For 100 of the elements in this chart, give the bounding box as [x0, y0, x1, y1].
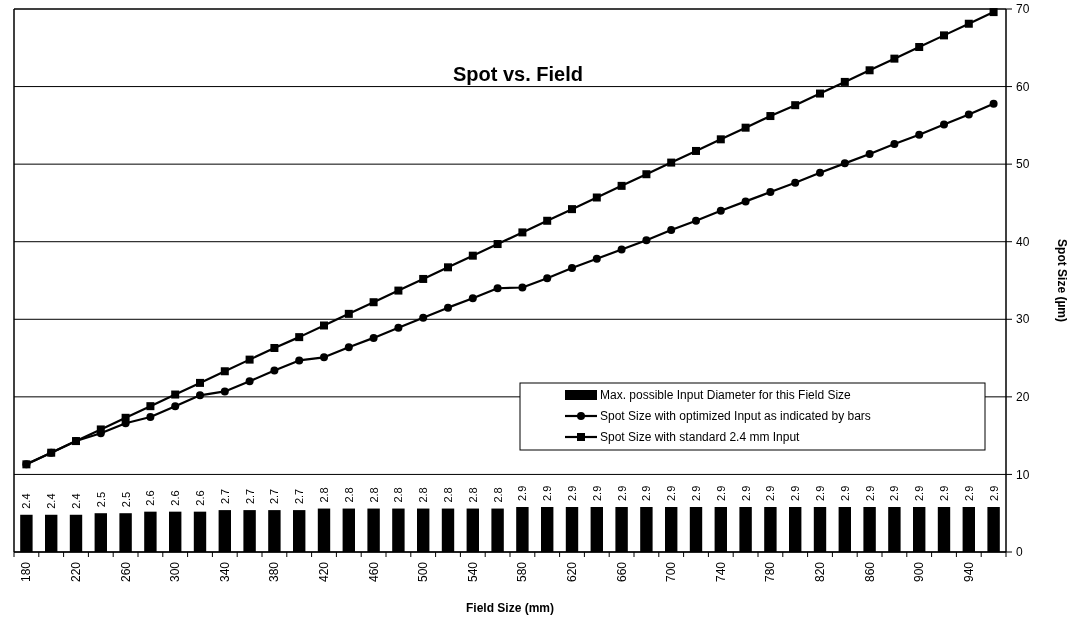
point: [989, 8, 998, 17]
x-tick-label: 460: [366, 561, 381, 583]
data-label: 2.5: [94, 491, 107, 508]
point: [865, 150, 874, 159]
y-tick-label: 40: [1016, 234, 1030, 249]
y-tick-label: 0: [1016, 545, 1023, 560]
point: [171, 402, 180, 411]
point: [692, 216, 700, 225]
data-label: 2.8: [318, 487, 330, 503]
data-label: 2.8: [491, 487, 504, 503]
data-label: 2.9: [714, 485, 727, 502]
point: [295, 333, 304, 342]
data-label: 2.9: [665, 485, 678, 502]
data-label: 2.9: [938, 485, 950, 502]
point: [617, 181, 626, 190]
x-tick-label: 900: [912, 561, 927, 583]
point: [543, 216, 552, 225]
x-tick-label: 540: [465, 561, 480, 583]
data-label: 2.9: [764, 485, 777, 502]
point: [220, 367, 229, 376]
point: [840, 77, 849, 86]
point: [344, 309, 353, 318]
data-label: 2.4: [20, 493, 33, 509]
legend-label: Spot Size with standard 2.4 mm Input: [600, 430, 801, 445]
point: [468, 294, 477, 303]
point: [196, 378, 204, 387]
point: [642, 236, 651, 245]
point: [989, 99, 998, 108]
point: [890, 139, 899, 148]
x-tick-label: 940: [961, 561, 976, 583]
point: [369, 333, 378, 342]
point: [667, 226, 676, 235]
x-tick-label: 740: [713, 561, 728, 583]
point: [394, 286, 403, 295]
point: [816, 89, 824, 98]
x-tick-label: 780: [763, 561, 778, 583]
point: [220, 387, 229, 396]
data-label: 2.9: [690, 485, 702, 502]
text: Spot vs. Field: [452, 63, 584, 85]
point: [518, 283, 527, 292]
data-label: 2.8: [342, 487, 355, 503]
point: [791, 101, 800, 110]
point: [96, 425, 105, 434]
point: [245, 377, 254, 386]
point: [716, 206, 725, 215]
point: [171, 390, 180, 399]
y-tick-label: 10: [1016, 467, 1030, 482]
point: [444, 303, 452, 312]
y-axis-title: Spot Size (µm): [1055, 239, 1069, 322]
data-label: 2.9: [962, 485, 975, 502]
point: [940, 31, 948, 40]
point: [568, 264, 576, 273]
x-axis-title: Field Size (mm): [465, 601, 555, 615]
data-label: 2.9: [640, 485, 653, 502]
point: [741, 123, 750, 132]
data-label: 2.9: [541, 485, 554, 502]
point: [840, 159, 849, 168]
x-tick-label: 820: [813, 561, 827, 583]
x-tick-label: 700: [664, 561, 679, 583]
data-label: 2.9: [566, 485, 578, 502]
point: [270, 366, 279, 375]
point: [915, 130, 924, 139]
point: [369, 298, 378, 307]
legend-label: Max. possible Input Diameter for this Field Size: [600, 388, 852, 403]
point: [320, 353, 328, 362]
x-tick-label: 180: [19, 561, 34, 583]
x-tick-label: 340: [217, 561, 232, 583]
point: [816, 168, 824, 177]
point: [245, 355, 254, 364]
point: [915, 43, 924, 52]
data-label: 2.9: [615, 485, 628, 502]
point: [394, 323, 403, 332]
point: [72, 437, 80, 446]
y-tick-label: 70: [1016, 2, 1030, 17]
point: [468, 251, 477, 260]
point: [964, 110, 973, 119]
point: [320, 321, 328, 330]
point: [592, 193, 601, 202]
y-tick-label: 20: [1016, 390, 1030, 405]
data-label: 2.9: [913, 485, 926, 502]
point: [865, 66, 874, 75]
point: [493, 240, 502, 249]
point: [543, 274, 552, 283]
x-tick-label: 500: [416, 561, 431, 583]
y-tick-label: 50: [1016, 157, 1030, 172]
data-label: 2.6: [194, 490, 206, 506]
point: [766, 188, 775, 197]
data-label: 2.6: [169, 490, 182, 506]
y-tick-label: 60: [1016, 79, 1030, 94]
point: [295, 356, 304, 365]
point: [692, 146, 700, 155]
point: [766, 112, 775, 121]
x-tick-label: 220: [69, 561, 83, 583]
x-tick-label: 300: [168, 561, 183, 583]
data-label: 2.9: [789, 485, 802, 502]
point: [890, 54, 899, 63]
point: [146, 402, 155, 411]
data-label: 2.9: [838, 485, 851, 502]
point: [642, 170, 651, 179]
point: [568, 205, 576, 214]
